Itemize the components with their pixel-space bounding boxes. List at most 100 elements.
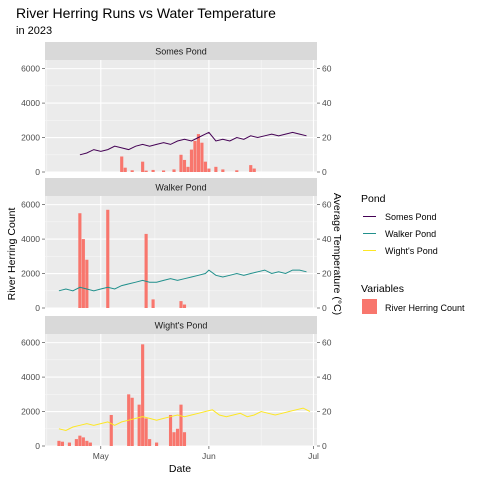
count-bar: [196, 134, 201, 172]
y-right-tick-label: 20: [322, 133, 332, 143]
count-bar: [141, 344, 145, 446]
facet-panel: Somes Pond 0 2000 4000 6000 0 20 40 60: [21, 42, 332, 177]
y-right-tick-label: 40: [322, 234, 332, 244]
y-left-tick-label: 0: [35, 167, 40, 177]
y-left-tick-label: 6000: [21, 338, 40, 348]
y-left-tick-label: 0: [35, 303, 40, 313]
y-right-tick-label: 60: [322, 338, 332, 348]
temperature-line: [58, 269, 307, 292]
facet-strip: [45, 316, 317, 334]
y-left-tick-label: 2000: [21, 133, 40, 143]
facet-strip: [45, 178, 317, 196]
y-right-tick-label: 0: [322, 167, 327, 177]
count-bar: [130, 397, 134, 446]
y-left-tick-label: 6000: [21, 200, 40, 210]
count-bar: [155, 442, 159, 446]
facet-strip: [45, 42, 317, 60]
count-bar: [109, 414, 113, 446]
count-bar: [123, 167, 127, 172]
y-right-tick-label: 40: [322, 98, 332, 108]
count-bar: [151, 299, 155, 308]
count-bar: [207, 168, 211, 172]
count-bar: [200, 142, 204, 172]
count-bar: [106, 209, 110, 308]
chart-title: River Herring Runs vs Water Temperature: [16, 5, 276, 21]
count-bar: [203, 161, 207, 172]
count-bar: [172, 169, 176, 172]
y-left-tick-label: 4000: [21, 98, 40, 108]
count-bar: [137, 404, 141, 446]
count-bar: [151, 169, 155, 172]
count-bar: [148, 439, 152, 446]
legend-variable-label: River Herring Count: [385, 303, 465, 313]
facet-panel: Walker Pond 0 2000 4000 6000 0 20 40 60: [21, 178, 332, 313]
count-bar: [252, 168, 256, 172]
count-bar: [179, 301, 183, 308]
count-bar: [182, 432, 187, 446]
count-bar: [186, 166, 190, 172]
count-bar: [120, 156, 124, 172]
count-bar: [214, 166, 218, 172]
y-axis-right-label: Average Temperature (°C): [331, 193, 343, 315]
y-right-tick-label: 20: [322, 407, 332, 417]
temperature-line: [58, 407, 311, 432]
y-left-tick-label: 4000: [21, 372, 40, 382]
count-bar: [57, 440, 61, 446]
y-right-tick-label: 0: [322, 441, 327, 451]
count-bar: [221, 169, 225, 172]
count-bar: [182, 304, 187, 308]
count-bar: [172, 432, 176, 446]
chart-subtitle: in 2023: [16, 25, 52, 37]
count-bar: [179, 404, 183, 446]
count-bar: [182, 159, 187, 172]
count-bar: [78, 435, 82, 446]
legend-pond-label: Wight's Pond: [385, 246, 438, 256]
x-tick-label: Jun: [202, 451, 216, 461]
y-right-tick-label: 60: [322, 64, 332, 74]
facet-panel: Wight's Pond 0 2000 4000 6000 0 20 40 60 May Jun Ju…: [21, 316, 332, 461]
count-bar: [74, 439, 78, 446]
legend-pond-title: Pond: [361, 193, 386, 205]
y-left-tick-label: 2000: [21, 407, 40, 417]
facet-strip-label: Wight's Pond: [155, 321, 208, 331]
count-bar: [60, 441, 65, 446]
panel-background: [45, 60, 317, 172]
y-left-tick-label: 4000: [21, 234, 40, 244]
count-bar: [85, 259, 89, 308]
legend-bar-swatch: [362, 299, 377, 314]
count-bar: [67, 442, 71, 446]
count-bar: [144, 233, 148, 308]
count-bar: [81, 437, 85, 446]
y-right-tick-label: 0: [322, 303, 327, 313]
count-bar: [141, 161, 145, 172]
x-axis-label: Date: [169, 463, 191, 475]
legend: Pond Somes Pond Walker Pond Wight's Pond Var…: [361, 193, 465, 314]
y-right-tick-label: 20: [322, 269, 332, 279]
x-tick-label: May: [93, 451, 110, 461]
facet-strip-label: Walker Pond: [155, 183, 206, 193]
count-bar: [249, 165, 253, 172]
count-bar: [144, 170, 148, 172]
legend-variables-title: Variables: [361, 283, 404, 295]
y-left-tick-label: 6000: [21, 64, 40, 74]
x-tick-label: Jul: [308, 451, 319, 461]
count-bar: [85, 440, 89, 446]
panel-background: [45, 196, 317, 308]
temperature-line: [79, 131, 307, 156]
y-right-tick-label: 40: [322, 372, 332, 382]
count-bar: [78, 213, 82, 308]
count-bar: [189, 149, 194, 172]
count-bar: [235, 170, 239, 172]
count-bar: [179, 154, 183, 172]
count-bar: [161, 170, 166, 172]
legend-pond-label: Walker Pond: [385, 229, 436, 239]
count-bar: [175, 428, 180, 446]
y-axis-left-label: River Herring Count: [6, 208, 18, 301]
y-left-tick-label: 0: [35, 441, 40, 451]
count-bar: [88, 442, 92, 446]
count-bar: [81, 239, 85, 308]
y-right-tick-label: 60: [322, 200, 332, 210]
legend-pond-label: Somes Pond: [385, 212, 437, 222]
